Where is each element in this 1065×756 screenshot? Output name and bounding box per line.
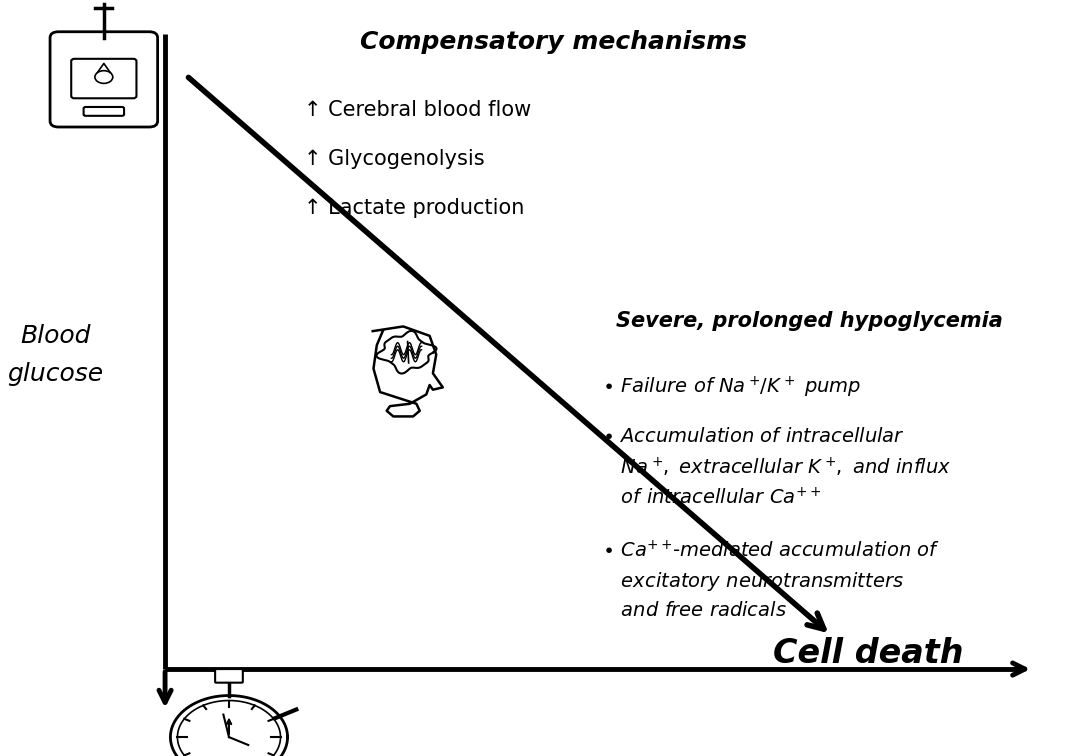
Text: Compensatory mechanisms: Compensatory mechanisms [360,29,748,54]
FancyBboxPatch shape [50,32,158,127]
Text: ↑ Cerebral blood flow: ↑ Cerebral blood flow [304,100,530,119]
Text: ↑ Lactate production: ↑ Lactate production [304,198,524,218]
Text: Blood: Blood [20,324,91,349]
FancyBboxPatch shape [215,669,243,683]
Text: glucose: glucose [7,362,103,386]
FancyBboxPatch shape [83,107,124,116]
Text: Cell death: Cell death [773,637,963,671]
Text: Severe, prolonged hypoglycemia: Severe, prolonged hypoglycemia [616,311,1003,331]
Text: $\bullet$ $\mathit{Ca^{++}\!\text{-}mediated\ accumulation\ of}$
$\quad\mathit{e: $\bullet$ $\mathit{Ca^{++}\!\text{-}medi… [602,541,939,620]
Text: $\bullet$ $\mathit{Accumulation\ of\ intracellular}$
$\quad\mathit{Na^+\!,\ extr: $\bullet$ $\mathit{Accumulation\ of\ int… [602,427,951,509]
Text: ↑ Glycogenolysis: ↑ Glycogenolysis [304,149,485,169]
Text: $\bullet$ $\mathit{Failure\ of\ Na^+\!/K^+\ pump}$: $\bullet$ $\mathit{Failure\ of\ Na^+\!/K… [602,374,862,399]
FancyBboxPatch shape [71,59,136,98]
